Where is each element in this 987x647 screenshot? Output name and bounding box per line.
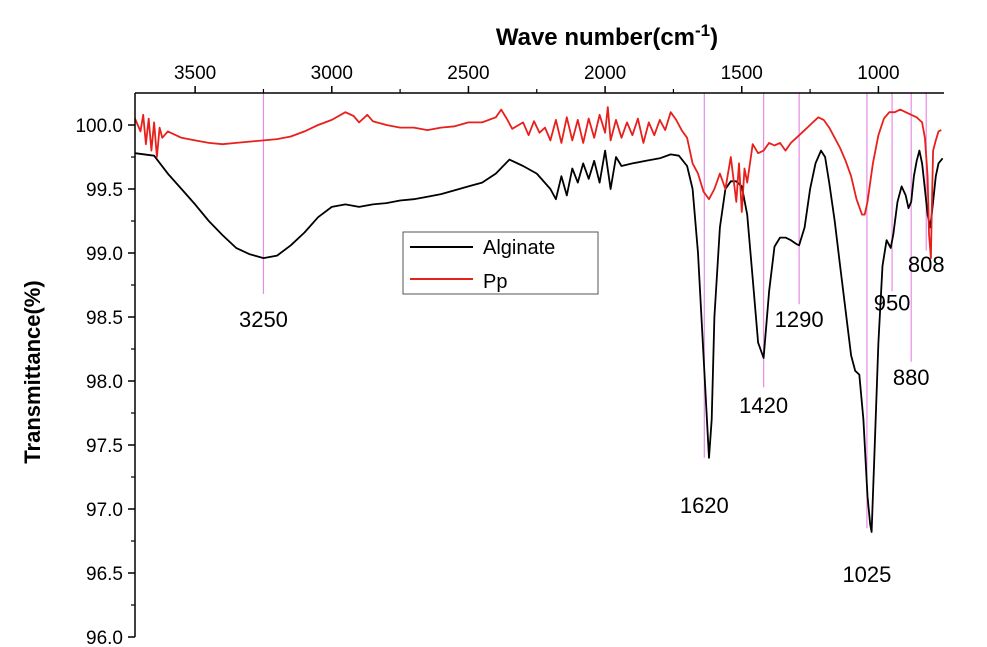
y-tick-label: 96.0 — [86, 628, 123, 647]
y-tick-label: 98.0 — [86, 372, 123, 393]
legend-label-pp: Pp — [483, 271, 507, 293]
axes: 96.0 96.5 97.0 97.5 98.0 98.5 99.0 99.5 100.0 350… — [75, 63, 944, 647]
peak-label-950: 950 — [874, 291, 911, 316]
peak-label-808: 808 — [908, 252, 945, 277]
peak-label-1620: 1620 — [680, 493, 729, 518]
peak-label-1025: 1025 — [842, 562, 891, 587]
series-line-alginate — [134, 149, 944, 533]
peak-label-1290: 1290 — [775, 307, 824, 332]
annotation-lines — [262, 93, 927, 529]
y-tick-label: 97.0 — [86, 500, 123, 521]
y-tick-label: 99.0 — [86, 244, 123, 265]
y-axis-title: Transmittance(%) — [20, 280, 45, 463]
y-tick-label: 100.0 — [75, 116, 123, 137]
legend: Alginate Pp — [402, 231, 599, 295]
y-tick-label: 96.5 — [86, 564, 123, 585]
series-lines — [134, 106, 944, 533]
y-tick-label: 99.5 — [86, 180, 123, 201]
legend-box — [402, 231, 599, 295]
peak-label-3250: 3250 — [239, 307, 288, 332]
series-line-pp — [134, 106, 942, 260]
peak-label-1420: 1420 — [739, 393, 788, 418]
x-axis-title: Wave number(cm-1) — [496, 21, 718, 51]
x-tick-label: 2500 — [447, 63, 489, 84]
x-tick-label: 3500 — [174, 63, 216, 84]
x-tick-label: 1000 — [857, 63, 899, 84]
x-axis-title-superscript: -1 — [695, 21, 710, 40]
x-tick-label: 2000 — [584, 63, 626, 84]
x-tick-label: 3000 — [311, 63, 353, 84]
y-tick-label: 97.5 — [86, 436, 123, 457]
y-tick-label: 98.5 — [86, 308, 123, 329]
x-tick-label: 1500 — [721, 63, 763, 84]
x-axis-title-suffix: ) — [710, 24, 718, 51]
peak-label-880: 880 — [893, 365, 930, 390]
annotation-labels: 3250 1620 1420 1290 1025 950 880 808 — [239, 252, 945, 587]
legend-label-alginate: Alginate — [483, 237, 555, 259]
